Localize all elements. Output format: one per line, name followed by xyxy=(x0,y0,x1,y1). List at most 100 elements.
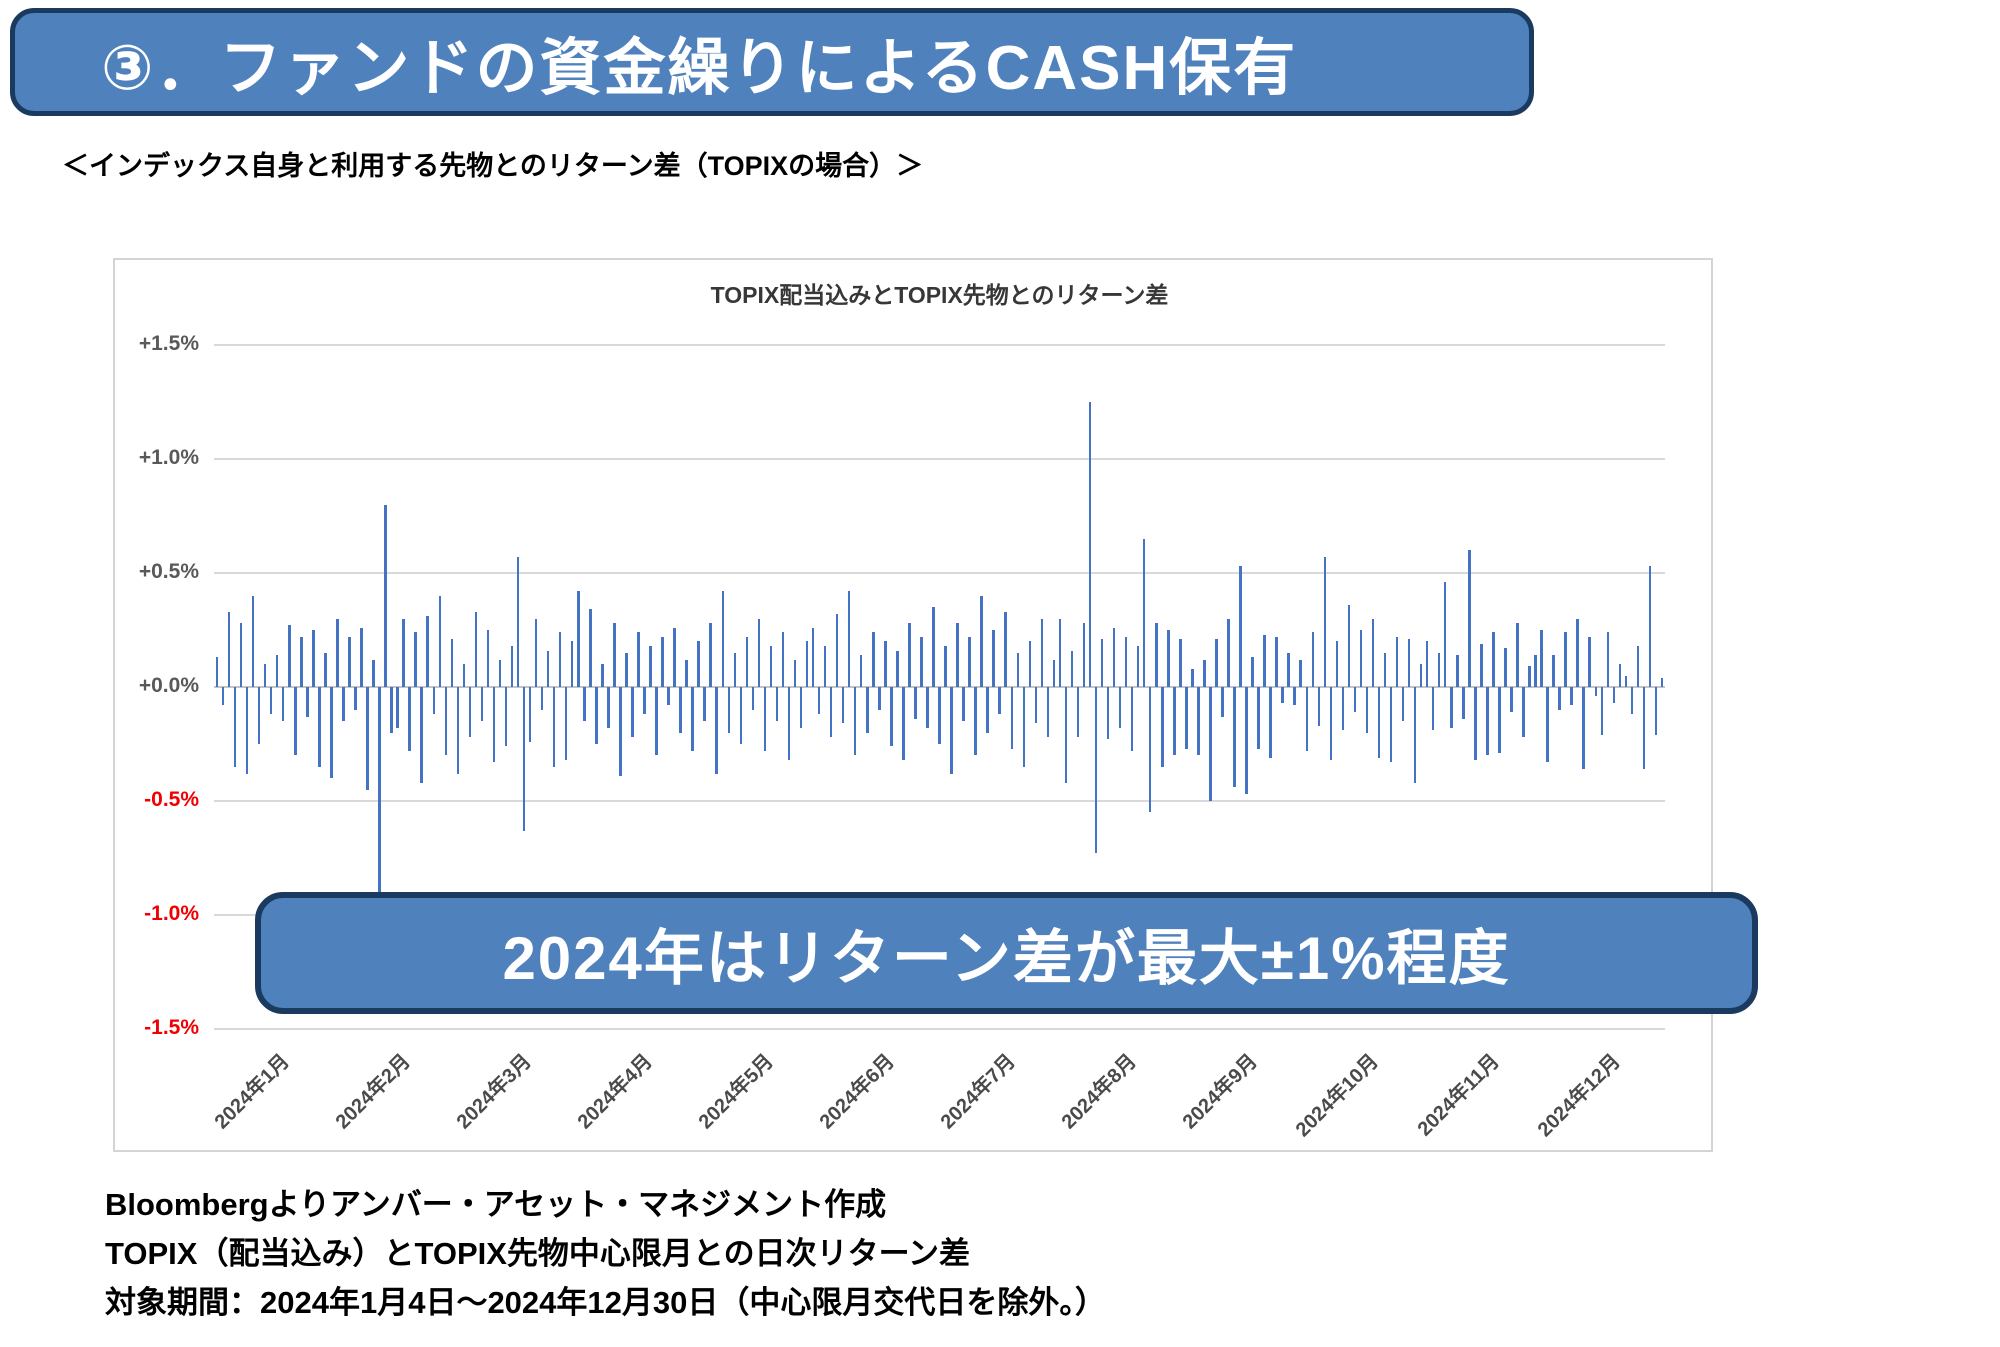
return-diff-bar xyxy=(1209,687,1212,801)
return-diff-bar xyxy=(944,645,947,687)
return-diff-bar xyxy=(1600,687,1604,735)
return-diff-bar xyxy=(823,645,827,687)
return-diff-bar xyxy=(1130,687,1134,751)
return-diff-bar xyxy=(757,618,761,687)
return-diff-bar xyxy=(1010,687,1013,749)
chart-panel: TOPIX配当込みとTOPIX先物とのリターン差 +1.5% +1.0% +0.5%… xyxy=(113,258,1713,1152)
return-diff-bar xyxy=(1016,652,1020,687)
return-diff-bar xyxy=(607,687,610,729)
return-diff-bar xyxy=(1112,627,1116,687)
return-diff-bar xyxy=(1450,687,1453,729)
return-diff-bar xyxy=(853,687,857,756)
source-note-line: 対象期間：2024年1月4日～2024年12月30日（中心限月交代日を除外。） xyxy=(105,1285,1106,1320)
return-diff-bar xyxy=(1227,618,1230,687)
return-diff-bar xyxy=(733,652,737,687)
return-diff-bar xyxy=(1191,668,1194,687)
return-diff-bar xyxy=(673,627,676,687)
return-diff-bar xyxy=(1624,675,1628,687)
return-diff-bar xyxy=(1425,641,1429,687)
x-axis-tick-label: 2024年9月 xyxy=(1178,1050,1262,1134)
return-diff-bar xyxy=(1492,632,1495,687)
return-diff-bar xyxy=(703,687,706,722)
return-diff-bar xyxy=(1106,687,1110,740)
return-diff-bar xyxy=(619,687,622,776)
return-diff-bar xyxy=(1498,687,1501,754)
return-diff-bar xyxy=(1456,655,1459,687)
return-diff-bar xyxy=(805,641,809,687)
return-diff-bar xyxy=(1353,687,1357,713)
return-diff-bar xyxy=(1323,557,1327,687)
return-diff-bar xyxy=(932,607,935,687)
return-diff-bar xyxy=(649,645,652,687)
gridline xyxy=(214,458,1665,460)
return-diff-bar xyxy=(474,611,478,687)
return-diff-bar xyxy=(245,687,249,774)
return-diff-bar xyxy=(1395,636,1399,687)
return-diff-bar xyxy=(583,687,586,722)
return-diff-bar xyxy=(1257,687,1260,749)
return-diff-bar xyxy=(601,664,604,687)
return-diff-bar xyxy=(348,636,351,687)
return-diff-bar xyxy=(1082,623,1086,687)
y-axis-tick-label: +0.5% xyxy=(138,560,199,583)
return-diff-bar xyxy=(215,657,219,687)
return-diff-bar xyxy=(1263,634,1266,687)
return-diff-bar xyxy=(1347,604,1351,687)
return-diff-bar xyxy=(1004,611,1007,687)
x-axis-tick-label: 2024年11月 xyxy=(1413,1050,1504,1141)
return-diff-bar xyxy=(1136,645,1140,687)
return-diff-bar xyxy=(835,614,839,687)
return-diff-bar xyxy=(444,687,448,756)
callout-text: 2024年はリターン差が最大±1%程度 xyxy=(502,924,1511,992)
x-axis-tick-label: 2024年10月 xyxy=(1291,1050,1383,1142)
return-diff-bar xyxy=(908,623,911,687)
return-diff-bar xyxy=(745,636,749,687)
return-diff-bar xyxy=(577,591,580,687)
return-diff-bar xyxy=(613,623,616,687)
x-axis-tick-label: 2024年8月 xyxy=(1057,1050,1141,1134)
return-diff-bar xyxy=(1299,659,1302,687)
return-diff-bar xyxy=(643,687,646,715)
y-axis-tick-label: +0.0% xyxy=(138,674,199,697)
return-diff-bar xyxy=(1305,687,1309,751)
return-diff-bar xyxy=(1504,648,1507,687)
return-diff-bar xyxy=(1648,566,1652,687)
return-diff-bar xyxy=(1570,687,1573,706)
return-diff-bar xyxy=(1221,687,1224,717)
return-diff-bar xyxy=(727,687,731,733)
return-diff-bar xyxy=(667,687,670,706)
return-diff-bar xyxy=(1365,687,1369,733)
return-diff-bar xyxy=(811,627,815,687)
return-diff-bar xyxy=(281,687,285,722)
return-diff-bar xyxy=(679,687,682,733)
return-diff-bar xyxy=(1275,636,1278,687)
return-diff-bar xyxy=(540,687,544,710)
return-diff-bar xyxy=(775,687,779,722)
return-diff-bar xyxy=(637,632,640,687)
return-diff-bar xyxy=(372,659,375,687)
return-diff-bar xyxy=(239,623,243,687)
return-diff-bar xyxy=(1480,643,1483,687)
return-diff-bar xyxy=(872,632,875,687)
gridline xyxy=(214,1028,1665,1030)
return-diff-bar xyxy=(896,650,899,687)
return-diff-bar xyxy=(866,687,869,733)
return-diff-bar xyxy=(992,630,995,687)
return-diff-bar xyxy=(275,655,279,687)
return-diff-bar xyxy=(1612,687,1616,703)
return-diff-bar xyxy=(312,630,315,687)
return-diff-bar xyxy=(360,627,363,687)
return-diff-bar xyxy=(288,625,291,687)
return-diff-bar xyxy=(1070,650,1074,687)
return-diff-bar xyxy=(510,645,514,687)
return-diff-bar xyxy=(1124,636,1128,687)
return-diff-bar xyxy=(1287,652,1290,687)
return-diff-bar xyxy=(1576,618,1579,687)
return-diff-bar xyxy=(1317,687,1321,726)
return-diff-bar xyxy=(1606,632,1610,687)
return-diff-bar xyxy=(697,641,700,687)
return-diff-bar xyxy=(1040,618,1044,687)
return-diff-bar xyxy=(631,687,634,738)
return-diff-bar xyxy=(1413,687,1417,783)
return-diff-bar xyxy=(528,687,532,742)
